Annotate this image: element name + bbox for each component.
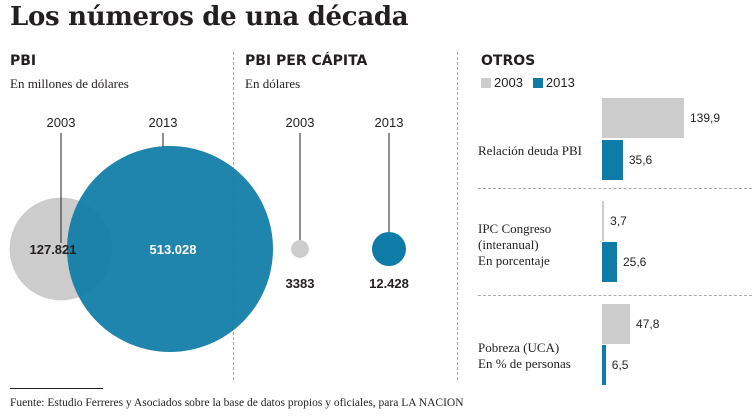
pbi-header: PBI (10, 53, 37, 69)
legend-label-2013: 2013 (545, 75, 575, 90)
otros-header: OTROS (481, 53, 536, 69)
category-label-ipc: IPC Congreso (interanual) En porcentaje (478, 221, 551, 269)
bar-2013-ipc (602, 242, 617, 282)
category-label-pobreza: Pobreza (UCA) En % de personas (478, 340, 571, 372)
bubble-pc-2013 (372, 232, 406, 266)
value-2013-pobreza: 6,5 (611, 358, 629, 372)
bar-2003-deuda (602, 98, 684, 138)
bubble-value-label-pbi-2013: 513.028 (150, 242, 197, 257)
legend-label-2003: 2003 (494, 75, 523, 90)
category-label-line: En % de personas (478, 356, 571, 371)
bubble-year-label-pc-2013: 2013 (375, 115, 404, 130)
category-label-line: IPC Congreso (478, 221, 552, 236)
value-2013-ipc: 25,6 (623, 255, 647, 269)
bar-2013-deuda (602, 140, 623, 180)
legend-swatch-2003 (481, 77, 491, 88)
chart-title: Los números de una década (10, 2, 409, 32)
bar-2003-pobreza (602, 304, 631, 344)
bubble-value-label-pbi-2003: 127.821 (30, 242, 77, 257)
divider-2 (457, 52, 458, 380)
source-rule (10, 388, 103, 389)
pbi-per-capita-header: PBI PER CÁPITA (245, 53, 368, 69)
pbi-per-capita-subtitle: En dólares (245, 76, 301, 91)
category-label-deuda: Relación deuda PBI (478, 143, 582, 159)
value-2003-pobreza: 47,8 (636, 317, 660, 331)
row-divider-1 (478, 188, 752, 189)
legend-swatch-2013 (532, 77, 543, 88)
bubble-value-label-pc-2003: 3383 (286, 276, 315, 291)
legend: 2003 2013 (481, 75, 575, 90)
bubble-year-label-pbi-2013: 2013 (149, 115, 178, 130)
bar-2013-pobreza (602, 345, 606, 385)
value-2003-deuda: 139,9 (690, 111, 721, 125)
bubble-year-label-pc-2003: 2003 (286, 115, 315, 130)
category-label-line: (interanual) (478, 237, 539, 252)
value-2003-ipc: 3,7 (610, 214, 627, 228)
bubble-value-label-pc-2013: 12.428 (369, 276, 409, 291)
pbi-subtitle: En millones de dólares (10, 76, 129, 91)
bubble-pc-2003 (291, 240, 309, 258)
category-label-line: En porcentaje (478, 253, 550, 268)
bubble-year-label-pbi-2003: 2003 (47, 115, 76, 130)
source-note: Fuente: Estudio Ferreres y Asociados sob… (10, 397, 464, 409)
category-label-line: Relación deuda PBI (478, 143, 582, 158)
bubble-pbi-2013 (67, 146, 273, 352)
category-label-line: Pobreza (UCA) (478, 340, 560, 355)
row-divider-2 (478, 295, 752, 296)
bar-2003-ipc (602, 201, 605, 241)
value-2013-deuda: 35,6 (628, 153, 653, 167)
